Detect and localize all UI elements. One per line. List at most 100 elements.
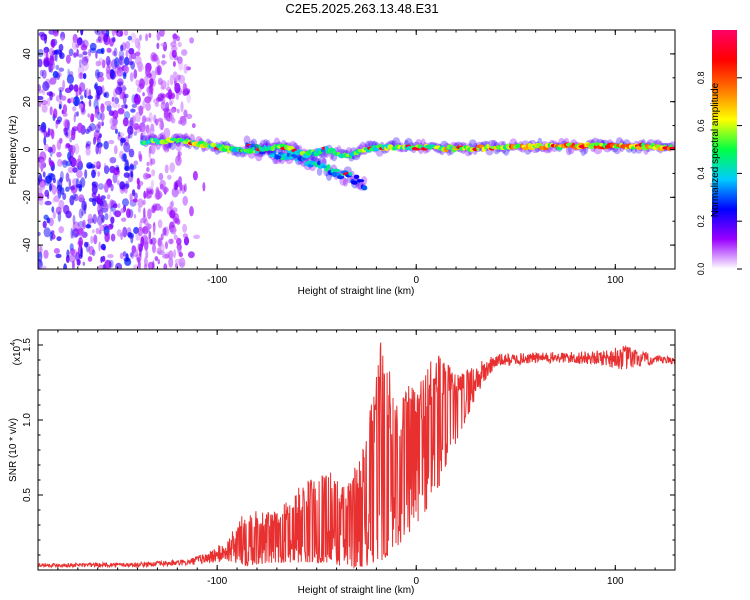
noise-speckle [63,263,68,269]
noise-speckle [81,200,87,211]
colorbar-tick-label: 0.6 [696,119,706,132]
noise-speckle [99,224,105,232]
noise-speckle [125,180,130,188]
noise-speckle [103,140,109,150]
noise-speckle [60,160,68,165]
noise-speckle [78,72,85,80]
noise-speckle [51,206,55,213]
noise-speckle [67,166,74,174]
noise-speckle [107,231,111,241]
noise-speckle [88,245,95,256]
spectrogram-ylabel: Frequency (Hz) [8,116,19,185]
noise-speckle [124,93,129,99]
noise-speckle [127,134,131,139]
noise-speckle [129,72,134,82]
noise-speckle [160,233,164,241]
noise-speckle [117,107,125,115]
noise-speckle [125,208,131,219]
noise-speckle [102,199,108,208]
noise-speckle [113,47,118,57]
noise-speckle [81,56,89,66]
noise-speckle [132,198,138,203]
noise-speckle [76,170,83,179]
noise-speckle [130,234,134,244]
noise-speckle [84,169,88,179]
noise-speckle [110,124,117,130]
noise-speckle [106,194,111,200]
noise-speckle [101,121,104,127]
noise-speckle [145,33,149,42]
ridge-haze [342,178,349,187]
noise-speckle [80,95,84,100]
noise-speckle [101,59,106,69]
noise-speckle [160,60,167,65]
noise-speckle [51,144,56,154]
noise-speckle [178,252,183,258]
noise-speckle [101,255,106,262]
noise-speckle [76,37,83,46]
noise-speckle [134,37,140,49]
noise-speckle [129,193,133,202]
noise-speckle [182,195,188,206]
noise-speckle [98,241,101,252]
noise-speckle [126,227,132,237]
noise-speckle [167,79,170,88]
noise-speckle [44,33,47,44]
noise-speckle [103,203,111,211]
noise-speckle [68,71,74,77]
noise-speckle [65,186,70,192]
noise-speckle [168,257,174,268]
noise-speckle [145,102,151,111]
noise-speckle [125,41,131,49]
noise-speckle [115,86,123,96]
ridge-core [372,147,380,152]
ridge-core [326,164,331,170]
noise-speckle [104,213,109,221]
noise-speckle [92,229,95,234]
noise-speckle [38,244,42,253]
noise-speckle [72,33,78,44]
noise-speckle [123,172,130,178]
noise-speckle [110,216,115,224]
snr-ylabel: SNR (10 * v/v) [8,418,19,482]
noise-speckle [82,219,86,230]
noise-speckle [87,113,90,118]
noise-speckle [78,237,83,248]
noise-speckle [173,225,177,236]
noise-speckle [78,103,84,111]
noise-speckle [177,245,181,254]
noise-speckle [193,234,201,239]
noise-speckle [168,143,172,149]
noise-speckle [76,48,79,57]
noise-speckle [156,247,162,255]
noise-speckle [91,169,96,179]
noise-speckle [85,224,92,229]
noise-speckle [123,142,131,153]
noise-speckle [152,203,158,212]
noise-speckle [160,85,165,91]
noise-speckle [38,49,44,58]
noise-speckle [156,65,162,76]
noise-speckle [174,258,182,264]
noise-speckle [113,167,120,176]
noise-speckle [159,30,165,37]
noise-speckle [100,195,106,200]
noise-speckle [176,35,181,42]
noise-speckle [104,182,109,193]
noise-speckle [65,54,71,64]
noise-speckle [74,111,78,117]
noise-speckle [39,181,46,191]
noise-speckle [72,106,77,112]
noise-speckle [177,56,183,65]
noise-speckle [140,217,147,224]
snr-ytick-label: 1.5 [22,338,33,352]
noise-speckle [80,30,84,36]
noise-speckle [154,203,161,211]
noise-speckle [40,122,47,133]
noise-speckle [172,61,176,67]
noise-speckle [90,235,94,244]
noise-speckle [182,88,188,97]
noise-speckle [173,55,179,61]
noise-speckle [189,37,195,44]
noise-speckle [91,184,98,195]
